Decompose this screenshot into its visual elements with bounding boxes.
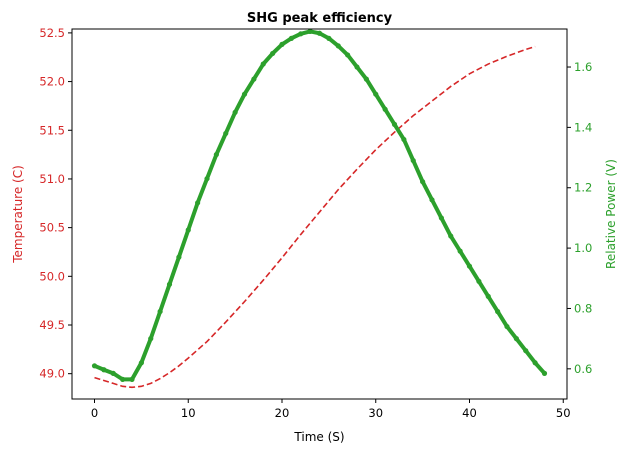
- x-tick-label: 10: [181, 406, 196, 420]
- power-series-point: [195, 200, 201, 206]
- power-series-point: [466, 263, 473, 269]
- right-y-tick-label: 1.6: [574, 60, 592, 74]
- power-series-point: [523, 348, 529, 354]
- power-series-point: [270, 50, 276, 57]
- power-series-point: [532, 360, 538, 366]
- power-series-point: [438, 215, 444, 221]
- power-series-point: [504, 323, 510, 330]
- power-series-point: [495, 308, 501, 315]
- power-series-point: [110, 370, 116, 376]
- power-series-point: [326, 35, 332, 41]
- power-series-point: [213, 151, 219, 158]
- power-series-point: [391, 121, 398, 127]
- power-series-point: [138, 360, 144, 366]
- power-series-line: [92, 29, 547, 382]
- power-series-point: [373, 91, 379, 97]
- power-series-point: [513, 336, 519, 342]
- power-series-point: [101, 367, 107, 373]
- x-axis-label: Time (S): [293, 430, 344, 444]
- power-series-point: [410, 157, 416, 164]
- power-series-point: [307, 28, 313, 35]
- left-y-tick-label: 51.0: [39, 172, 65, 186]
- power-series-point: [91, 363, 98, 369]
- power-series-point: [260, 61, 266, 67]
- power-series-point: [241, 91, 248, 97]
- power-series-point: [120, 376, 126, 382]
- power-series-point: [232, 109, 238, 115]
- left-y-tick-label: 52.0: [39, 75, 65, 89]
- power-series-point: [485, 293, 491, 299]
- left-y-axis: 49.0 49.5 50.0 50.5 51.0 51.5 52.0 52.5: [39, 26, 72, 381]
- x-tick-label: 40: [462, 406, 477, 420]
- right-y-tick-label: 1.0: [574, 241, 592, 255]
- power-series-point: [541, 370, 548, 376]
- power-series-point: [251, 76, 257, 82]
- power-series-point: [316, 30, 323, 36]
- power-series-point: [157, 308, 163, 315]
- x-tick-label: 30: [368, 406, 383, 420]
- left-y-tick-label: 50.5: [39, 221, 65, 235]
- power-series-point: [288, 35, 294, 41]
- power-series-point: [476, 278, 482, 284]
- power-series-point: [176, 254, 182, 260]
- power-series-point: [148, 336, 154, 342]
- x-tick-label: 50: [556, 406, 571, 420]
- left-y-tick-label: 51.5: [39, 123, 65, 137]
- left-y-tick-label: 49.0: [39, 367, 65, 381]
- chart-title: SHG peak efficiency: [247, 11, 393, 26]
- power-series-point: [457, 248, 463, 254]
- right-y-tick-label: 1.2: [574, 181, 592, 195]
- power-series-point: [129, 376, 135, 382]
- power-series-point: [335, 43, 341, 49]
- x-tick-label: 20: [275, 406, 290, 420]
- power-series-point: [204, 176, 210, 182]
- plot-area: [91, 28, 548, 389]
- left-y-axis-label: Temperature (C): [11, 165, 25, 264]
- power-series-point: [223, 130, 229, 137]
- power-series-point: [448, 233, 454, 239]
- temperature-series-line: [94, 45, 536, 389]
- x-axis: 0 10 20 30 40 50: [91, 399, 571, 420]
- x-tick-label: 0: [91, 406, 98, 420]
- right-y-axis-label: Relative Power (V): [604, 159, 618, 269]
- left-y-tick-label: 49.5: [39, 318, 65, 332]
- right-y-tick-label: 0.8: [574, 301, 592, 315]
- power-series-point: [166, 281, 173, 287]
- power-series-point: [345, 52, 351, 58]
- left-y-tick-label: 52.5: [39, 26, 65, 40]
- power-series-point: [298, 31, 304, 37]
- power-series-point: [185, 227, 191, 233]
- right-y-tick-label: 0.6: [574, 362, 592, 376]
- power-series-point: [279, 41, 285, 47]
- power-series-point: [429, 197, 435, 203]
- right-y-tick-label: 1.4: [574, 120, 592, 134]
- right-y-axis: 0.6 0.8 1.0 1.2 1.4 1.6: [567, 60, 592, 376]
- power-series-point: [401, 136, 407, 143]
- power-series-point: [354, 64, 360, 70]
- power-series-point: [420, 179, 426, 185]
- power-series-point: [363, 76, 369, 82]
- power-series-point: [382, 106, 388, 112]
- axes-frame: [71, 28, 568, 400]
- left-y-tick-label: 50.0: [39, 269, 65, 283]
